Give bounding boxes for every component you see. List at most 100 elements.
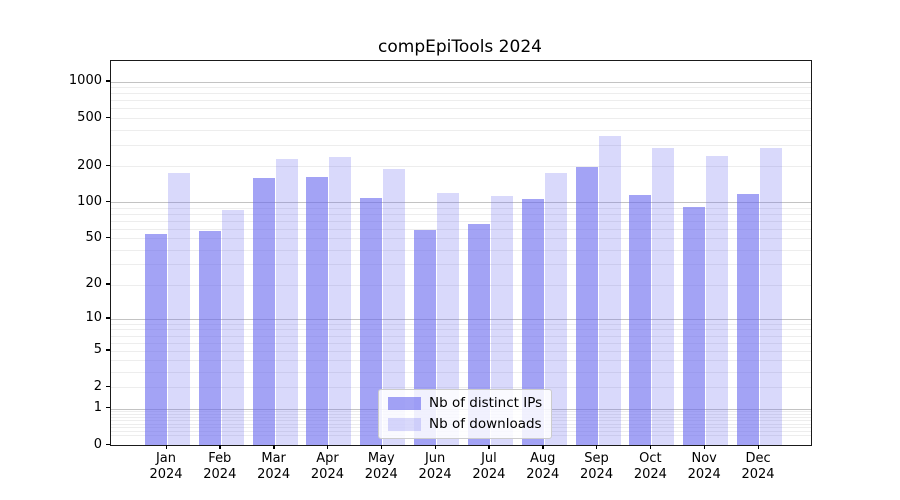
x-tick-mark xyxy=(273,445,275,449)
y-tick-mark xyxy=(106,317,110,319)
y-tick-mark xyxy=(106,385,110,388)
gridline xyxy=(111,387,811,389)
gridline xyxy=(111,318,811,320)
gridline xyxy=(111,249,811,251)
gridline xyxy=(111,228,811,230)
x-tick-label: Feb 2024 xyxy=(203,451,237,482)
gridline xyxy=(111,93,811,95)
x-tick-mark xyxy=(596,445,598,449)
bar-downloads xyxy=(221,210,244,445)
gridline xyxy=(111,342,811,344)
gridline xyxy=(111,108,811,110)
bar-ips xyxy=(629,195,652,445)
bar-ips xyxy=(360,198,383,445)
y-tick-mark xyxy=(106,80,110,82)
x-tick-label: Nov 2024 xyxy=(687,451,721,482)
x-tick-label: May 2024 xyxy=(364,451,398,482)
x-tick-label: Aug 2024 xyxy=(526,451,560,482)
bar-ips xyxy=(521,199,544,445)
gridline xyxy=(111,323,811,325)
y-tick-label: 1 xyxy=(93,400,102,416)
y-tick-label: 2 xyxy=(93,378,102,394)
y-tick-mark xyxy=(106,349,110,351)
legend-swatch-icon xyxy=(388,417,421,431)
legend-label: Nb of downloads xyxy=(429,416,542,432)
legend-row: Nb of downloads xyxy=(388,416,542,432)
x-tick-label: Oct 2024 xyxy=(633,451,667,482)
gridline xyxy=(111,220,811,222)
legend-row: Nb of distinct IPs xyxy=(388,395,542,411)
gridline xyxy=(111,213,811,215)
x-tick-label: Jul 2024 xyxy=(472,451,506,482)
y-tick-mark xyxy=(106,443,110,445)
bar-ips xyxy=(145,234,167,445)
x-tick-label: Apr 2024 xyxy=(310,451,344,482)
gridline xyxy=(111,118,811,120)
x-tick-mark xyxy=(434,445,436,449)
y-tick-mark xyxy=(106,200,110,203)
x-tick-mark xyxy=(326,445,329,449)
x-tick-mark xyxy=(488,445,490,449)
gridline xyxy=(111,264,811,266)
gridline xyxy=(111,100,811,102)
y-tick-label: 0 xyxy=(93,436,102,452)
bar-downloads xyxy=(329,156,352,445)
bar-ips xyxy=(306,176,329,445)
x-tick-mark xyxy=(219,445,221,449)
gridline xyxy=(111,372,811,374)
y-tick-label: 200 xyxy=(77,157,102,173)
x-tick-mark xyxy=(165,445,167,449)
x-tick-mark xyxy=(649,445,652,449)
y-tick-label: 10 xyxy=(85,310,102,326)
bar-downloads xyxy=(437,193,460,445)
y-tick-label: 50 xyxy=(85,229,102,245)
x-tick-label: Jun 2024 xyxy=(418,451,452,482)
x-tick-mark xyxy=(380,445,383,449)
gridline xyxy=(111,207,811,209)
y-tick-label: 1000 xyxy=(68,73,102,89)
bar-downloads xyxy=(544,173,567,445)
x-tick-label: Mar 2024 xyxy=(257,451,291,482)
gridline xyxy=(111,166,811,168)
y-tick-label: 100 xyxy=(77,193,102,209)
y-tick-label: 20 xyxy=(85,276,102,292)
bar-ips xyxy=(683,206,706,445)
gridline xyxy=(111,350,811,352)
gridline xyxy=(111,329,811,331)
gridline xyxy=(111,129,811,131)
x-tick-mark xyxy=(542,445,544,449)
y-tick-label: 5 xyxy=(93,342,102,358)
bar-downloads xyxy=(598,136,621,445)
gridline xyxy=(111,87,811,89)
bar-ips xyxy=(737,193,760,445)
bar-downloads xyxy=(168,173,190,445)
bar-ips xyxy=(575,167,598,445)
chart-title: compEpiTools 2024 xyxy=(378,37,542,57)
bar-downloads xyxy=(383,169,406,445)
x-tick-mark xyxy=(757,445,759,449)
x-tick-label: Sep 2024 xyxy=(580,451,614,482)
bar-downloads xyxy=(275,159,298,445)
y-tick-mark xyxy=(106,407,110,409)
legend-label: Nb of distinct IPs xyxy=(429,395,543,411)
bar-ips xyxy=(252,178,275,445)
gridline xyxy=(111,335,811,337)
gridline xyxy=(111,202,811,204)
y-tick-mark xyxy=(106,116,110,118)
x-tick-mark xyxy=(703,445,706,449)
y-tick-label: 500 xyxy=(77,109,102,125)
legend: Nb of distinct IPs Nb of downloads xyxy=(378,389,553,439)
gridline xyxy=(111,360,811,362)
x-tick-label: Dec 2024 xyxy=(741,451,775,482)
bar-downloads xyxy=(760,147,783,445)
bar-downloads xyxy=(706,155,729,445)
bar-downloads xyxy=(490,195,513,445)
gridline xyxy=(111,144,811,146)
bar-downloads xyxy=(652,148,675,445)
gridline xyxy=(111,284,811,286)
gridline xyxy=(111,238,811,240)
gridline xyxy=(111,81,811,83)
y-tick-mark xyxy=(106,164,110,166)
y-tick-mark xyxy=(106,283,110,285)
